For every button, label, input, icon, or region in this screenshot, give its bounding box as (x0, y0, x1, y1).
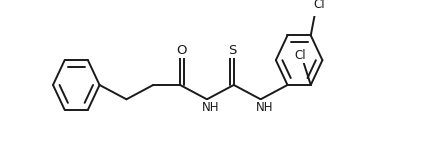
Text: NH: NH (202, 101, 219, 114)
Text: Cl: Cl (313, 0, 325, 11)
Text: NH: NH (255, 101, 273, 114)
Text: O: O (177, 44, 187, 57)
Text: S: S (228, 44, 236, 57)
Text: Cl: Cl (294, 49, 306, 62)
